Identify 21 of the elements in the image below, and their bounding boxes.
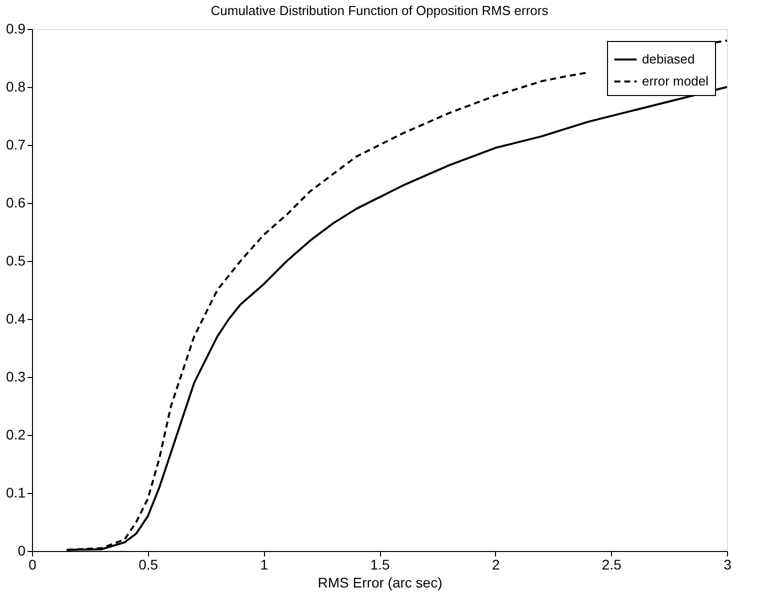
legend-label: debiased	[642, 52, 695, 66]
y-tick-label: 0.9	[6, 20, 26, 36]
x-tick-label: 0	[28, 556, 37, 572]
x-tick-label: 2.5	[602, 556, 622, 572]
x-tick-label: 3	[724, 556, 732, 572]
y-tick-label: 0.4	[6, 310, 26, 326]
legend-label: error model	[642, 74, 709, 88]
y-tick-label: 0	[18, 542, 26, 558]
y-tick-label: 0.1	[6, 484, 26, 500]
y-tick-label: 0.7	[6, 136, 26, 152]
y-tick-label: 0.3	[6, 368, 26, 384]
y-tick-label: 0.2	[6, 426, 26, 442]
x-tick-label: 1.5	[370, 556, 390, 572]
x-axis-title: RMS Error (arc sec)	[318, 574, 442, 590]
y-tick-label: 0.8	[6, 78, 26, 94]
y-tick-label: 0.6	[6, 194, 26, 210]
x-tick-label: 0.5	[138, 556, 158, 572]
chart-title: Cumulative Distribution Function of Opposition RMS errors	[210, 3, 549, 18]
x-tick-label: 1	[260, 556, 268, 572]
y-tick-label: 0.5	[6, 252, 26, 268]
x-tick-label: 2	[492, 556, 500, 572]
